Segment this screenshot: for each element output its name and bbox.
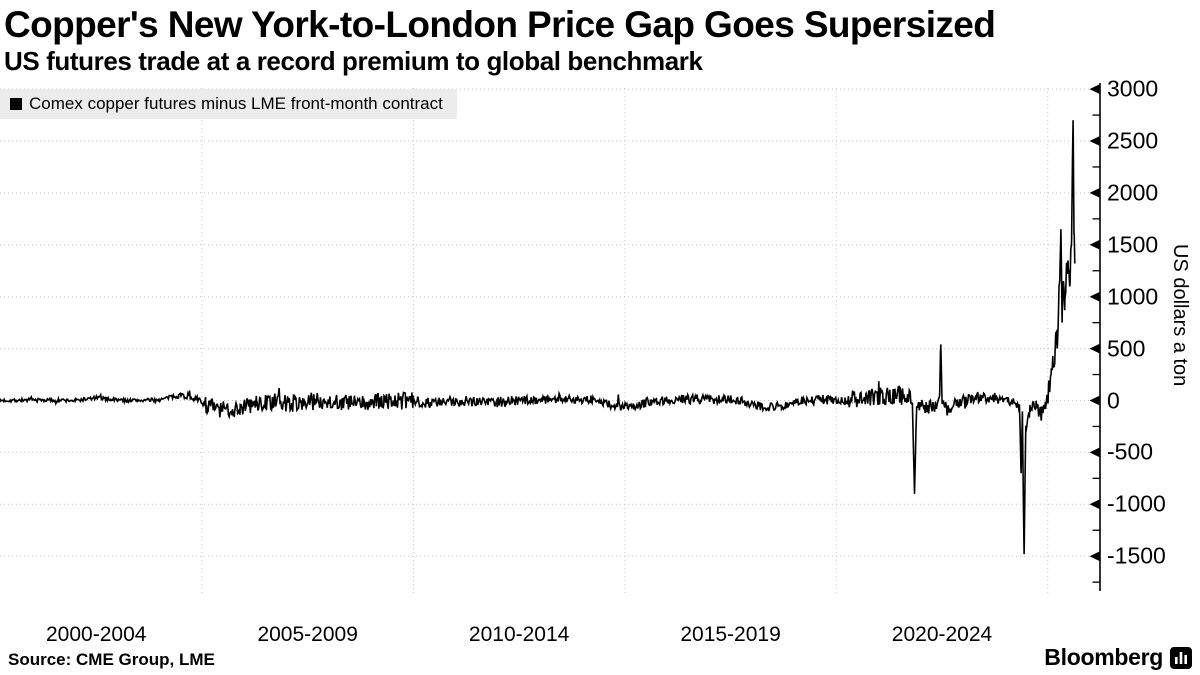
major-tick-arrow-icon	[1089, 291, 1100, 302]
bloomberg-terminal-icon	[1170, 646, 1192, 669]
legend: Comex copper futures minus LME front-mon…	[0, 89, 457, 119]
y-tick-label: -500	[1107, 438, 1154, 465]
chart-title: Copper's New York-to-London Price Gap Go…	[4, 4, 996, 45]
y-axis-title: US dollars a ton	[1169, 244, 1191, 387]
y-tick-label: -1500	[1107, 542, 1166, 569]
major-tick-arrow-icon	[1089, 84, 1100, 95]
brand-logo: Bloomberg	[1044, 644, 1192, 671]
chart-subtitle: US futures trade at a record premium to …	[4, 46, 703, 76]
y-tick-label: 2000	[1107, 179, 1159, 206]
y-tick-label: 0	[1107, 387, 1120, 413]
major-tick-arrow-icon	[1089, 499, 1100, 510]
y-tick-label: 2500	[1107, 127, 1159, 154]
major-tick-arrow-icon	[1089, 447, 1100, 458]
x-tick-label: 2015-2019	[680, 623, 781, 646]
y-tick-label: 1000	[1107, 283, 1159, 310]
y-tick-label: 500	[1107, 335, 1146, 362]
x-tick-label: 2020-2024	[891, 623, 993, 646]
major-tick-arrow-icon	[1089, 343, 1100, 354]
legend-swatch-icon	[10, 98, 22, 110]
y-tick-label: 1500	[1107, 231, 1159, 258]
x-tick-label: 2000-2004	[46, 623, 147, 646]
major-tick-arrow-icon	[1089, 239, 1100, 250]
x-tick-label: 2005-2009	[257, 623, 358, 646]
y-tick-label: 3000	[1107, 75, 1159, 102]
brand-name: Bloomberg	[1044, 644, 1163, 670]
legend-label: Comex copper futures minus LME front-mon…	[29, 94, 443, 113]
major-tick-arrow-icon	[1089, 551, 1100, 562]
major-tick-arrow-icon	[1089, 136, 1100, 146]
source-note: Source: CME Group, LME	[8, 650, 215, 669]
major-tick-arrow-icon	[1089, 395, 1100, 406]
major-tick-arrow-icon	[1089, 187, 1100, 198]
x-tick-label: 2010-2014	[468, 623, 570, 646]
series-line	[0, 120, 1076, 555]
y-tick-label: -1000	[1107, 490, 1166, 517]
